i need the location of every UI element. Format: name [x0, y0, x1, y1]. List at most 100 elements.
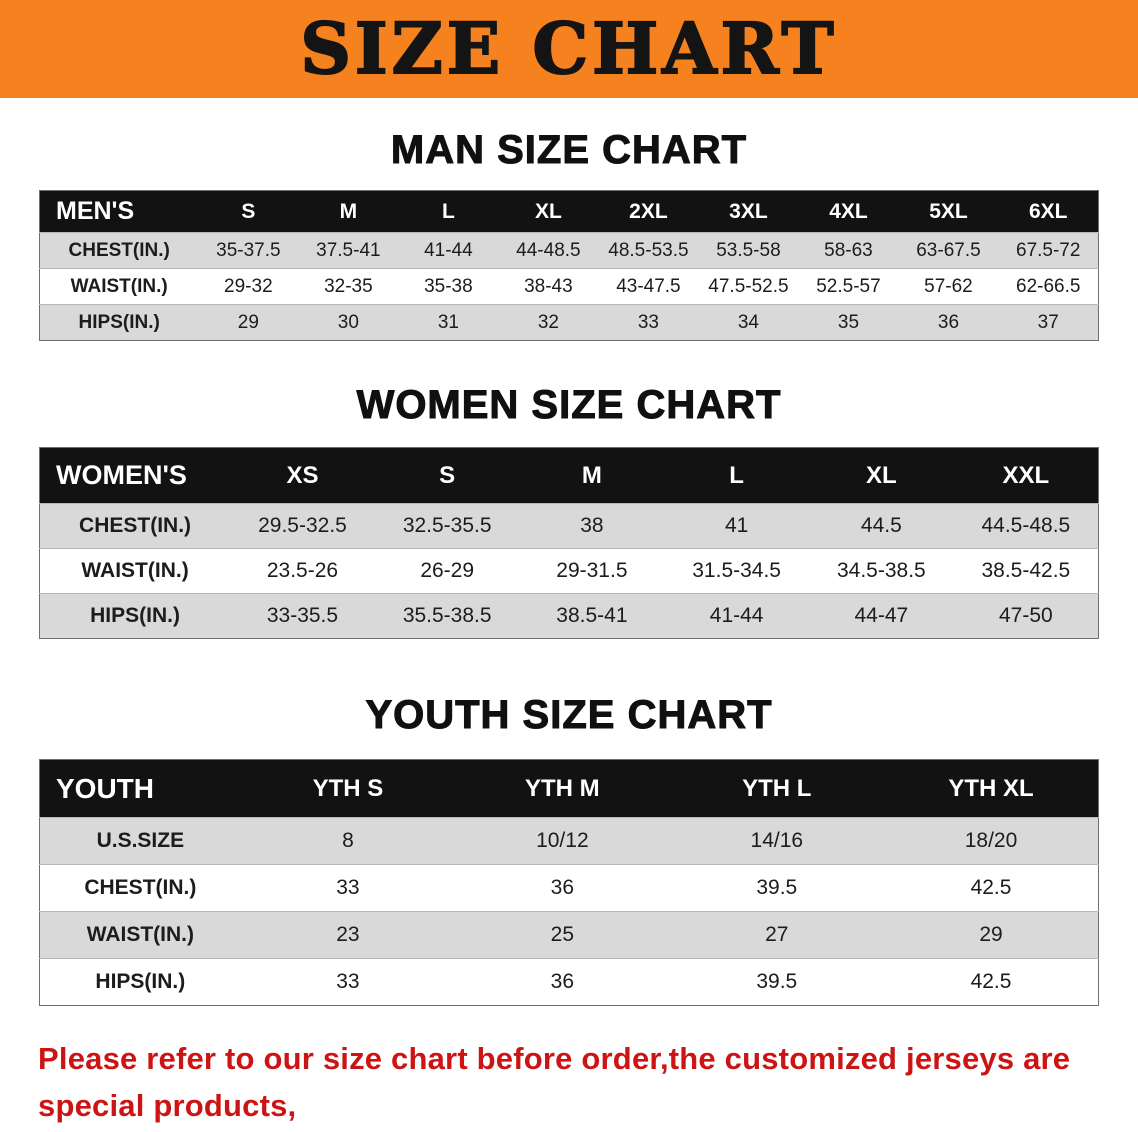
size-column-header: 5XL — [898, 190, 999, 233]
size-column-header: L — [664, 447, 809, 504]
size-value: 38 — [580, 514, 604, 537]
table-corner-label: WOMEN'S — [39, 447, 231, 504]
size-value: 29 — [979, 923, 1003, 946]
size-column-header: YTH L — [669, 759, 885, 818]
size-value: 52.5-57 — [816, 275, 881, 297]
size-value: 23 — [336, 923, 360, 946]
table-row: WAIST(IN.) 23.5-26 26-29 29-31.5 31.5-34.5 34… — [39, 548, 1099, 594]
size-column-header: M — [519, 447, 665, 504]
size-value: 33 — [336, 970, 360, 993]
size-value: 33-35.5 — [266, 604, 339, 627]
size-value: 58-63 — [824, 239, 873, 261]
table-row: WAIST(IN.) 23 25 27 29 — [39, 911, 1099, 959]
men-size-section: MAN SIZE CHART MEN'S S M L XL 2XL 3XL 4XL 5XL 6XL… — [0, 126, 1138, 341]
row-label: WAIST(IN.) — [70, 275, 168, 297]
size-value: 35-38 — [424, 275, 473, 297]
table-header-row: MEN'S S M L XL 2XL 3XL 4XL 5XL 6XL — [39, 190, 1099, 233]
size-value: 37 — [1037, 311, 1059, 333]
size-value: 38.5-42.5 — [981, 559, 1071, 582]
size-value: 41-44 — [709, 604, 764, 627]
size-value: 47.5-52.5 — [708, 275, 789, 297]
size-value: 63-67.5 — [916, 239, 981, 261]
men-size-table: MEN'S S M L XL 2XL 3XL 4XL 5XL 6XL CHEST(IN.) 35-37… — [39, 190, 1099, 341]
size-value: 35 — [837, 311, 860, 333]
youth-size-section: YOUTH SIZE CHART YOUTH YTH S YTH M YTH L YTH… — [0, 691, 1138, 1006]
size-column-header: 6XL — [998, 190, 1099, 233]
size-value: 29-31.5 — [556, 559, 628, 582]
size-value: 41 — [724, 514, 749, 537]
size-value: 44-48.5 — [516, 239, 581, 261]
disclaimer-line-1: Please refer to our size chart before or… — [38, 1041, 1071, 1123]
size-value: 37.5-41 — [316, 239, 381, 261]
table-row: U.S.SIZE 8 10/12 14/16 18/20 — [39, 817, 1099, 865]
size-column-header: 3XL — [698, 190, 799, 233]
row-label: U.S.SIZE — [96, 829, 185, 852]
women-size-section: WOMEN SIZE CHART WOMEN'S XS S M L XL XXL CHEST(… — [0, 381, 1138, 639]
size-column-header: L — [398, 190, 499, 233]
women-section-title: WOMEN SIZE CHART — [356, 383, 782, 428]
row-label: WAIST(IN.) — [86, 923, 195, 946]
table-row: CHEST(IN.) 33 36 39.5 42.5 — [39, 864, 1099, 912]
size-column-header: XXL — [953, 447, 1099, 504]
size-value: 31 — [437, 311, 459, 333]
row-label: WAIST(IN.) — [81, 559, 189, 582]
size-value: 31.5-34.5 — [692, 559, 781, 582]
size-value: 35-37.5 — [216, 239, 281, 261]
size-value: 42.5 — [970, 876, 1012, 899]
size-value: 36 — [550, 876, 575, 899]
men-section-title: MAN SIZE CHART — [390, 128, 748, 173]
row-label: HIPS(IN.) — [78, 311, 160, 333]
banner-title: SIZE CHART — [299, 7, 838, 90]
table-row: CHEST(IN.) 35-37.5 37.5-41 41-44 44-48.5 48.5… — [39, 232, 1099, 269]
size-value: 18/20 — [964, 829, 1018, 852]
table-row: CHEST(IN.) 29.5-32.5 32.5-35.5 38 41 44.5 44.5… — [39, 503, 1099, 549]
youth-section-title: YOUTH SIZE CHART — [365, 693, 773, 738]
size-value: 47-50 — [998, 604, 1053, 627]
size-column-header: M — [298, 190, 399, 233]
size-value: 62-66.5 — [1016, 275, 1081, 297]
row-label: CHEST(IN.) — [68, 239, 170, 261]
row-label: HIPS(IN.) — [90, 604, 180, 627]
size-value: 34.5-38.5 — [836, 559, 926, 582]
size-value: 67.5-72 — [1016, 239, 1081, 261]
table-corner-label: YOUTH — [39, 759, 241, 818]
size-value: 29.5-32.5 — [258, 514, 347, 537]
size-value: 38-43 — [524, 275, 573, 297]
size-column-header: YTH S — [240, 759, 456, 818]
table-row: HIPS(IN.) 29 30 31 32 33 34 35 36 37 — [39, 304, 1099, 341]
size-value: 57-62 — [924, 275, 973, 297]
size-value: 23.5-26 — [266, 559, 339, 582]
table-corner-label: MEN'S — [39, 190, 199, 233]
table-row: HIPS(IN.) 33-35.5 35.5-38.5 38.5-41 41-44 44-… — [39, 593, 1099, 639]
size-value: 53.5-58 — [716, 239, 781, 261]
size-value: 48.5-53.5 — [608, 239, 689, 261]
size-value: 10/12 — [536, 829, 589, 852]
size-value: 25 — [550, 923, 575, 946]
size-value: 42.5 — [970, 970, 1012, 993]
size-value: 44.5-48.5 — [981, 514, 1071, 537]
size-column-header: XS — [230, 447, 375, 504]
size-value: 35.5-38.5 — [402, 604, 492, 627]
size-value: 29 — [237, 311, 259, 333]
row-label: CHEST(IN.) — [79, 514, 192, 537]
size-value: 33 — [637, 311, 659, 333]
row-label: CHEST(IN.) — [84, 876, 197, 899]
size-value: 32-35 — [324, 275, 373, 297]
size-column-header: XL — [498, 190, 599, 233]
size-column-header: YTH M — [455, 759, 670, 818]
size-value: 41-44 — [424, 239, 473, 261]
size-column-header: XL — [808, 447, 954, 504]
row-label: HIPS(IN.) — [95, 970, 186, 993]
size-value: 29-32 — [224, 275, 273, 297]
size-value: 44.5 — [860, 514, 902, 537]
size-value: 26-29 — [420, 559, 475, 582]
size-chart-banner: SIZE CHART — [0, 0, 1138, 98]
size-column-header: 2XL — [598, 190, 699, 233]
size-column-header: YTH XL — [884, 759, 1099, 818]
size-value: 39.5 — [756, 970, 798, 993]
size-value: 36 — [550, 970, 575, 993]
size-column-header: S — [374, 447, 520, 504]
size-value: 14/16 — [750, 829, 804, 852]
size-value: 27 — [765, 923, 789, 946]
table-row: WAIST(IN.) 29-32 32-35 35-38 38-43 43-47.5 47.… — [39, 268, 1099, 305]
